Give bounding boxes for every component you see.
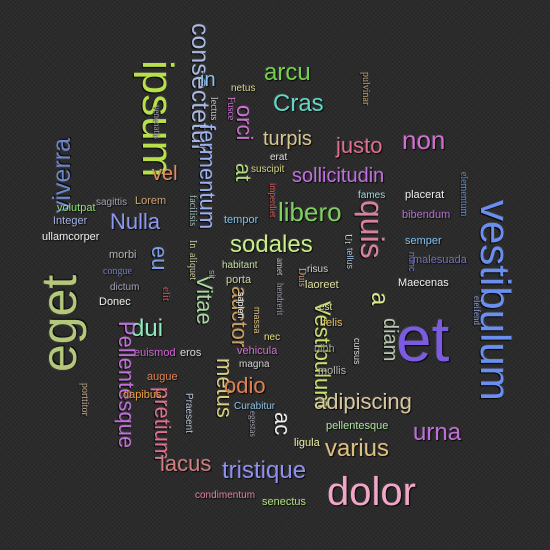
word-curabitur: Curabitur — [234, 401, 276, 412]
word-magna: magna — [239, 359, 270, 370]
word-vitae: Vitae — [192, 275, 217, 325]
word-elementum: elementum — [458, 172, 469, 217]
word-eget: eget — [31, 274, 87, 372]
word-elit: elit — [160, 287, 172, 302]
word-pellentesque: Pellentesque — [114, 321, 139, 449]
word-massa: massa — [252, 307, 262, 334]
word-lectus: lectus — [208, 97, 219, 121]
word-facilisis: facilisis — [187, 195, 198, 227]
word-odio: odio — [224, 373, 266, 398]
word-semper: semper — [405, 235, 442, 247]
word-egestas: egestas — [248, 411, 258, 437]
word-turpis: turpis — [263, 128, 312, 150]
word-non: non — [402, 125, 446, 155]
word-dictum: dictum — [110, 282, 140, 293]
word-ut: Ut — [342, 234, 353, 244]
word-mollis: mollis — [318, 365, 347, 377]
word-congue: congue — [103, 266, 132, 277]
word-volutpat: volutpat — [57, 202, 96, 214]
word-netus: netus — [231, 83, 256, 94]
word-erat: erat — [270, 152, 288, 163]
word-pellentesque-small: pellentesque — [326, 420, 389, 432]
word-nulla: Nulla — [110, 209, 161, 234]
word-in-small: In — [187, 240, 198, 249]
word-sagittis: sagittis — [96, 197, 128, 208]
word-ac: ac — [270, 412, 295, 436]
word-ullamcorper: ullamcorper — [42, 231, 100, 243]
word-a: a — [366, 292, 393, 306]
word-urna: urna — [413, 419, 462, 446]
word-hendrerit: hendrerit — [275, 283, 285, 316]
word-bibendum: bibendum — [402, 209, 451, 221]
word-dolor: dolor — [327, 470, 416, 514]
word-tristique: tristique — [222, 457, 307, 484]
word-tempor: tempor — [224, 214, 259, 226]
word-praesent: Praesent — [183, 393, 194, 434]
word-eu: eu — [147, 246, 172, 271]
word-justo: justo — [336, 133, 383, 158]
word-libero: libero — [278, 197, 342, 227]
word-suscipit: suscipit — [251, 164, 285, 175]
word-vehicula: vehicula — [237, 345, 278, 357]
word-integer: Integer — [53, 215, 88, 227]
word-est: est — [319, 302, 333, 313]
word-eleifend: eleifend — [472, 296, 482, 325]
word-felis: felis — [323, 317, 343, 329]
word-venenatis: venenatis — [152, 105, 162, 139]
word-cras: Cras — [273, 90, 324, 117]
word-condimentum: condimentum — [195, 490, 256, 501]
word-lacus: lacus — [160, 451, 212, 476]
word-donec: Donec — [99, 296, 131, 308]
word-nibh: nibh — [314, 343, 335, 355]
word-augue: augue — [147, 371, 178, 383]
word-imperdiet: imperdiet — [268, 183, 278, 218]
word-dui: dui — [131, 315, 164, 342]
word-fames: fames — [358, 190, 386, 201]
word-et: et — [396, 303, 450, 375]
word-in: in — [200, 69, 216, 91]
word-sollicitudin: sollicitudin — [292, 165, 385, 187]
word-risus: risus — [307, 264, 329, 275]
word-pulvinar: pulvinar — [360, 72, 371, 106]
word-diam: diam — [379, 318, 401, 362]
word-senectus: senectus — [262, 496, 307, 508]
word-aliquet: aliquet — [187, 253, 198, 281]
word-dapibus: dapibus — [123, 389, 162, 401]
word-morbi: morbi — [109, 249, 137, 261]
word-maecenas: Maecenas — [398, 277, 449, 289]
word-amet: amet — [275, 258, 285, 276]
word-cursus: cursus — [352, 338, 362, 365]
word-placerat: placerat — [405, 189, 445, 201]
word-porta: porta — [226, 274, 252, 286]
word-porttitor: porttitor — [79, 383, 90, 416]
word-euismod: euismod — [134, 347, 176, 359]
word-adipiscing: adipiscing — [314, 389, 412, 414]
word-sit: sit — [207, 270, 217, 279]
word-fusce: Fusce — [225, 97, 236, 121]
word-lorem: Lorem — [135, 195, 167, 207]
word-sodales: sodales — [230, 231, 313, 258]
word-quis: quis — [354, 200, 390, 259]
word-fermentum: fermentum — [195, 124, 220, 230]
word-eros: eros — [180, 347, 202, 359]
word-malesuada: malesuada — [413, 254, 467, 266]
word-tellus: tellus — [345, 248, 355, 270]
word-arcu: arcu — [264, 59, 311, 86]
word-vel: vel — [152, 163, 178, 185]
word-varius: varius — [325, 435, 390, 462]
word-nunc: nunc — [407, 252, 417, 272]
word-nec: nec — [264, 332, 281, 343]
word-orci: orci — [232, 105, 257, 141]
word-habitant: habitant — [222, 260, 258, 271]
word-ligula: ligula — [294, 437, 320, 449]
word-sapien: sapien — [236, 292, 246, 319]
word-laoreet: laoreet — [305, 279, 339, 291]
